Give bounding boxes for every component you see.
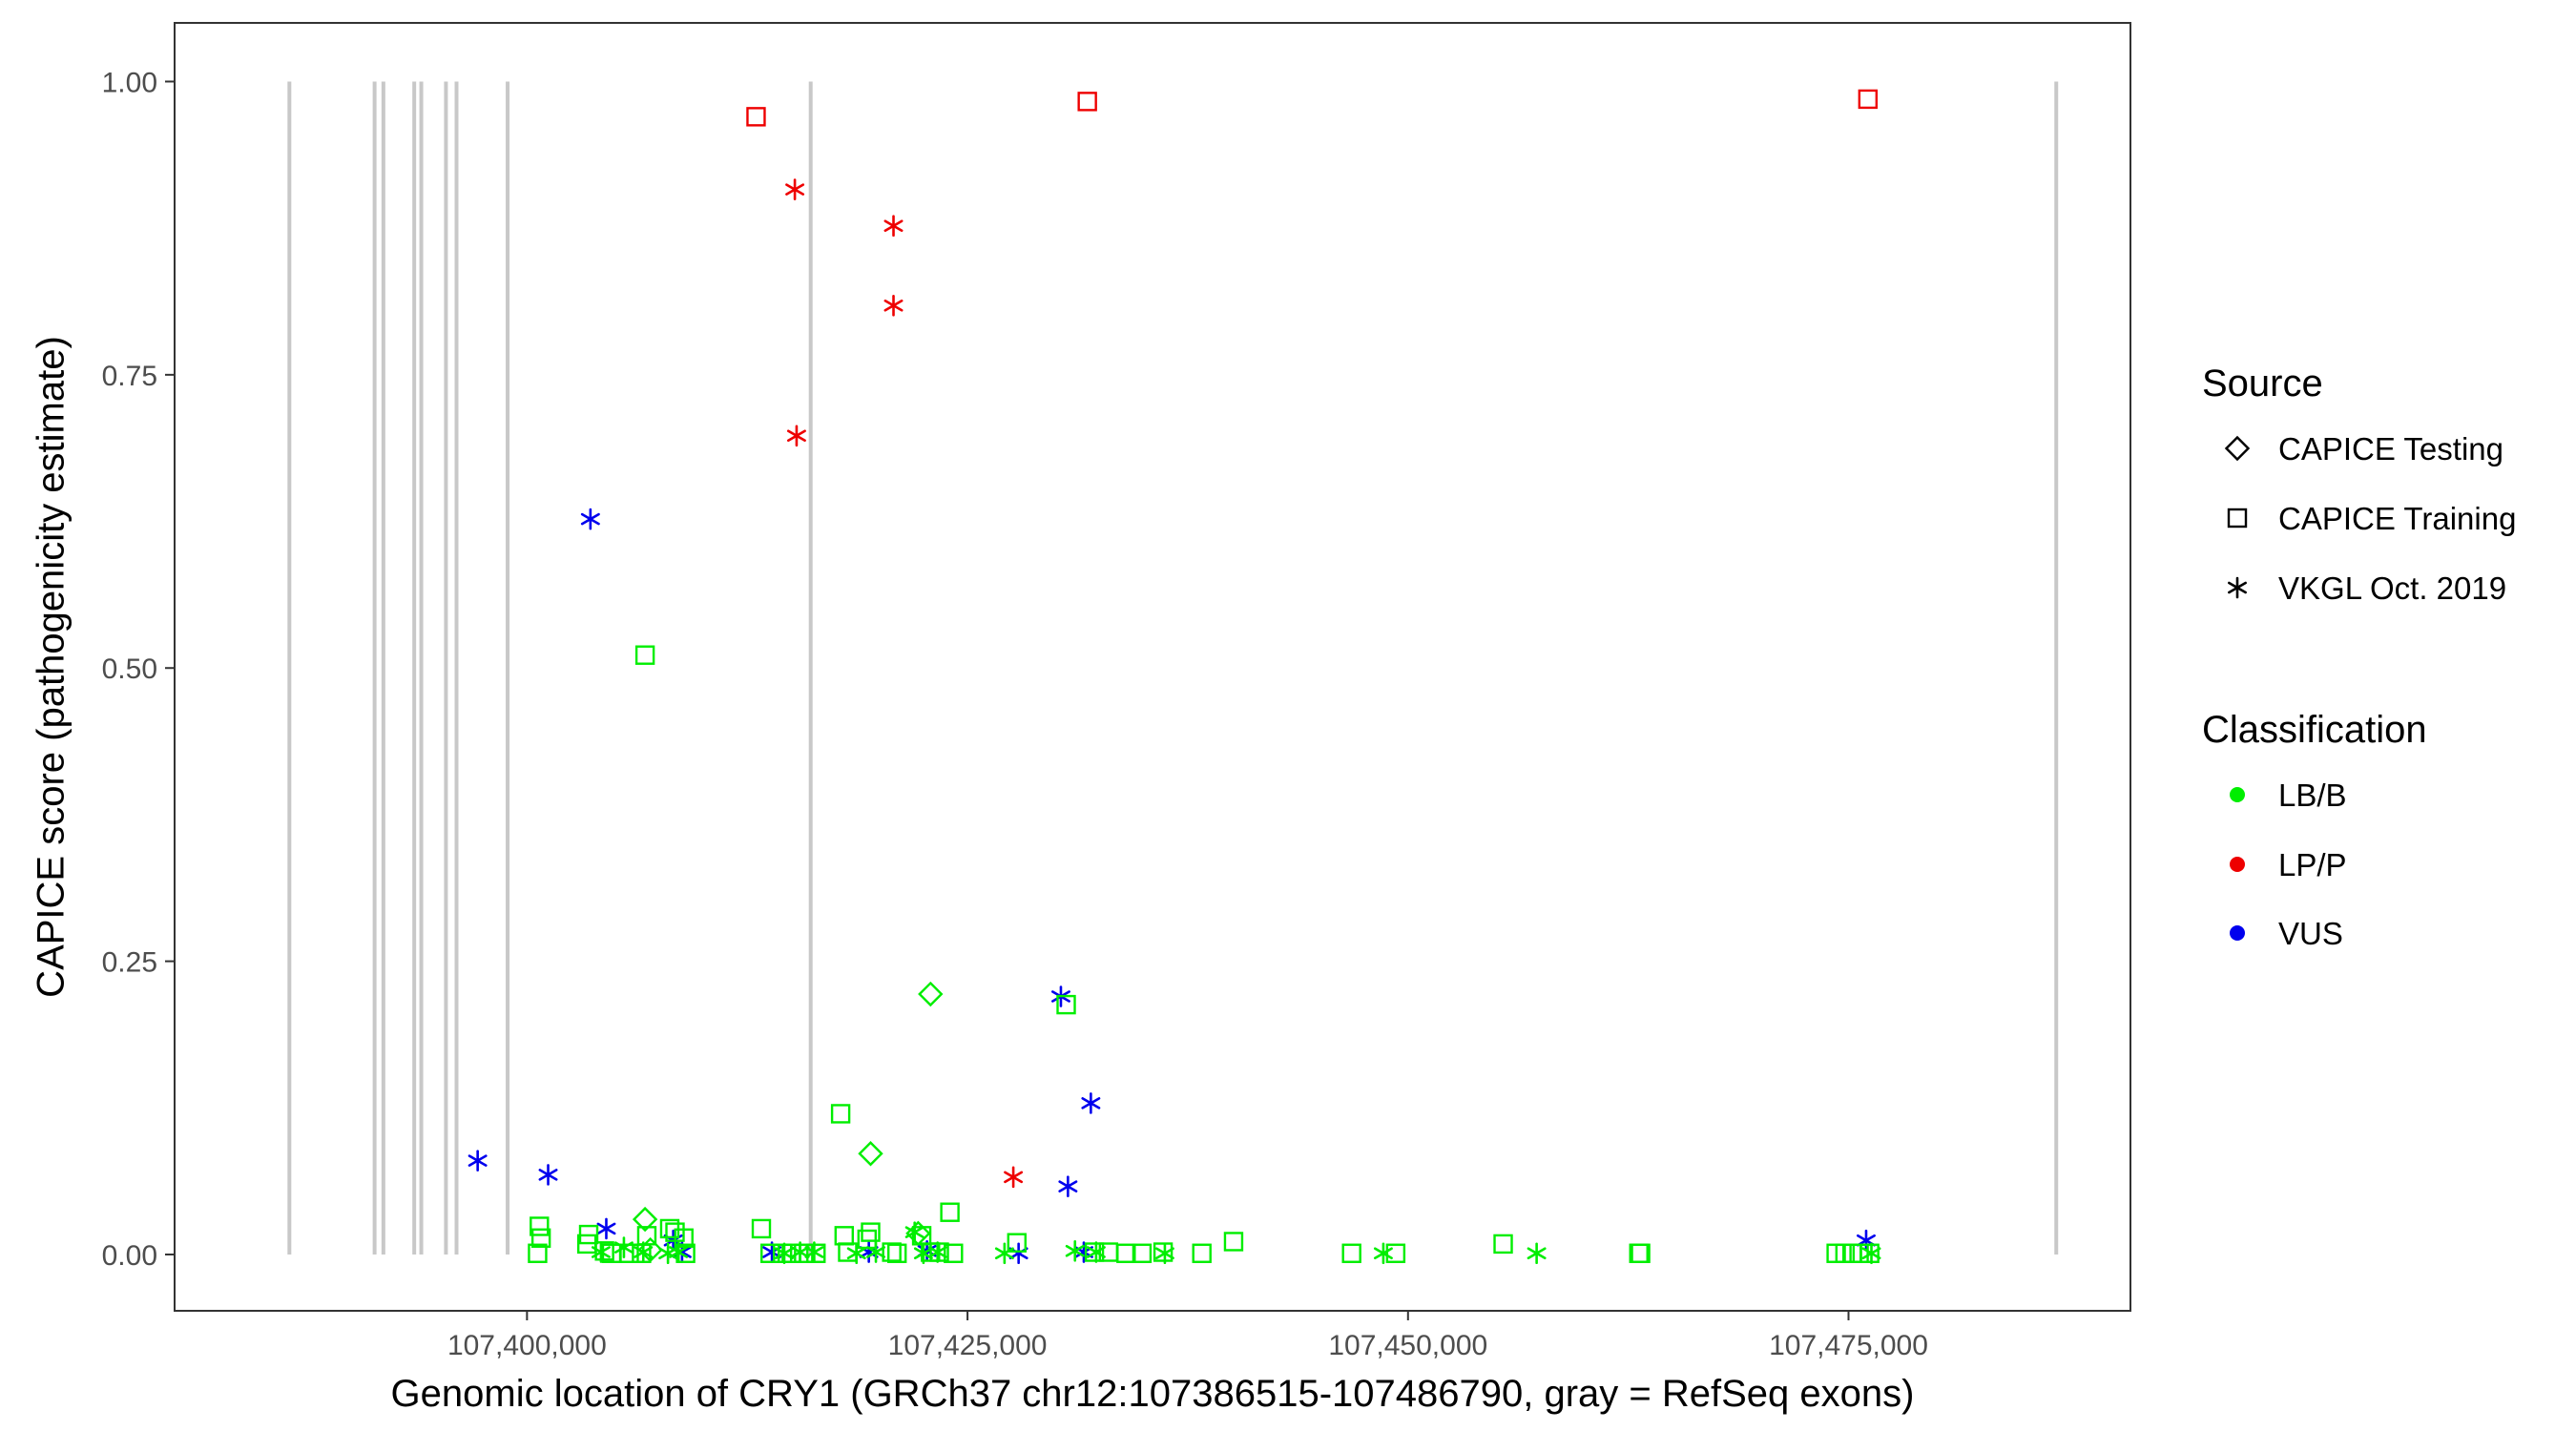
legend-label-source: VKGL Oct. 2019 xyxy=(2278,570,2506,606)
data-point xyxy=(846,1242,866,1265)
data-point xyxy=(883,295,904,317)
legend-key-square xyxy=(2227,508,2248,529)
data-point xyxy=(530,1228,551,1248)
legend: Source CAPICE Testing CAPICE Training VKGL … xyxy=(2202,363,2516,951)
data-point xyxy=(1084,1242,1105,1262)
data-point xyxy=(927,1241,947,1263)
data-point xyxy=(591,1241,611,1263)
data-point xyxy=(944,1243,964,1263)
data-point xyxy=(634,645,655,665)
axes: 107,400,000 107,425,000 107,450,000 107,475… xyxy=(102,67,1928,1361)
legend-label-classification: VUS xyxy=(2278,916,2343,951)
data-point xyxy=(594,1241,614,1261)
data-point xyxy=(1373,1242,1393,1265)
legend-title-source: Source xyxy=(2202,363,2323,404)
data-point xyxy=(918,981,944,1007)
data-point xyxy=(1861,1242,1881,1265)
data-point xyxy=(866,1241,886,1263)
legend-title-classification: Classification xyxy=(2202,709,2427,751)
y-tick-label: 1.00 xyxy=(102,67,157,98)
data-point xyxy=(1631,1243,1651,1263)
data-point xyxy=(751,1218,772,1239)
data-point xyxy=(674,1228,694,1248)
data-point xyxy=(632,1206,658,1233)
data-point xyxy=(1153,1242,1174,1262)
data-point xyxy=(1077,92,1097,112)
data-point xyxy=(858,1141,883,1167)
x-tick-label: 107,425,000 xyxy=(888,1330,1048,1361)
data-point xyxy=(538,1164,558,1186)
data-point xyxy=(786,425,806,447)
legend-key-dot xyxy=(2230,787,2245,802)
data-point xyxy=(1849,1243,1869,1263)
y-tick-label: 0.50 xyxy=(102,653,157,685)
data-point xyxy=(1154,1242,1174,1265)
y-tick-label: 0.25 xyxy=(102,947,157,979)
data-point xyxy=(1341,1243,1361,1263)
data-point xyxy=(861,1222,881,1242)
data-point xyxy=(1081,1092,1101,1114)
legend-key-diamond xyxy=(2224,435,2251,462)
data-point xyxy=(1385,1243,1406,1263)
data-point xyxy=(806,1243,826,1263)
data-point xyxy=(760,1243,780,1263)
data-point xyxy=(790,1241,810,1263)
legend-key-asterisk xyxy=(2228,576,2247,599)
data-point xyxy=(882,1242,902,1262)
x-tick-label: 107,450,000 xyxy=(1328,1330,1487,1361)
data-point xyxy=(1859,1243,1880,1263)
data-point xyxy=(1116,1243,1136,1263)
data-point xyxy=(580,508,600,530)
data-point xyxy=(785,178,805,200)
y-tick-label: 0.75 xyxy=(102,361,157,392)
data-point xyxy=(804,1241,824,1263)
plot-panel-border xyxy=(174,22,2131,1312)
legend-label-source: CAPICE Training xyxy=(2278,501,2516,536)
data-point xyxy=(1493,1234,1513,1255)
data-point xyxy=(634,1241,654,1263)
data-point xyxy=(775,1242,794,1265)
data-point xyxy=(1065,1239,1085,1262)
data-point xyxy=(530,1216,550,1236)
x-axis-title: Genomic location of CRY1 (GRCh37 chr12:1… xyxy=(391,1373,1915,1415)
data-point xyxy=(883,215,904,238)
data-point xyxy=(1058,1175,1078,1197)
data-point xyxy=(1004,1166,1024,1189)
data-point xyxy=(940,1202,960,1222)
x-tick-label: 107,400,000 xyxy=(447,1330,607,1361)
data-point xyxy=(1086,1241,1106,1263)
legend-label-source: CAPICE Testing xyxy=(2278,431,2503,467)
legend-label-classification: LB/B xyxy=(2278,778,2347,813)
data-points xyxy=(467,89,1881,1265)
data-point xyxy=(1527,1242,1547,1265)
y-axis-title: CAPICE score (pathogenicity estimate) xyxy=(31,336,73,998)
data-point xyxy=(746,107,766,127)
y-tick-label: 0.00 xyxy=(102,1240,157,1272)
exon-lines xyxy=(287,81,2059,1255)
data-point xyxy=(1056,994,1076,1015)
data-point xyxy=(830,1104,851,1124)
legend-label-classification: LP/P xyxy=(2278,847,2347,882)
data-point xyxy=(1223,1232,1244,1252)
legend-key-dot xyxy=(2230,857,2245,872)
data-point xyxy=(669,1241,689,1263)
data-point xyxy=(467,1150,488,1172)
data-point xyxy=(904,1221,924,1243)
data-point xyxy=(1132,1243,1153,1263)
data-point xyxy=(929,1242,949,1262)
data-point xyxy=(887,1243,907,1263)
data-point xyxy=(1192,1243,1212,1263)
data-point xyxy=(613,1236,634,1258)
data-point xyxy=(1858,89,1879,110)
x-tick-label: 107,475,000 xyxy=(1769,1330,1928,1361)
data-point xyxy=(994,1242,1014,1265)
data-point xyxy=(528,1243,548,1263)
legend-key-dot xyxy=(2230,925,2245,941)
data-point xyxy=(1007,1233,1027,1253)
data-point xyxy=(1008,1242,1028,1265)
data-point xyxy=(596,1217,616,1240)
